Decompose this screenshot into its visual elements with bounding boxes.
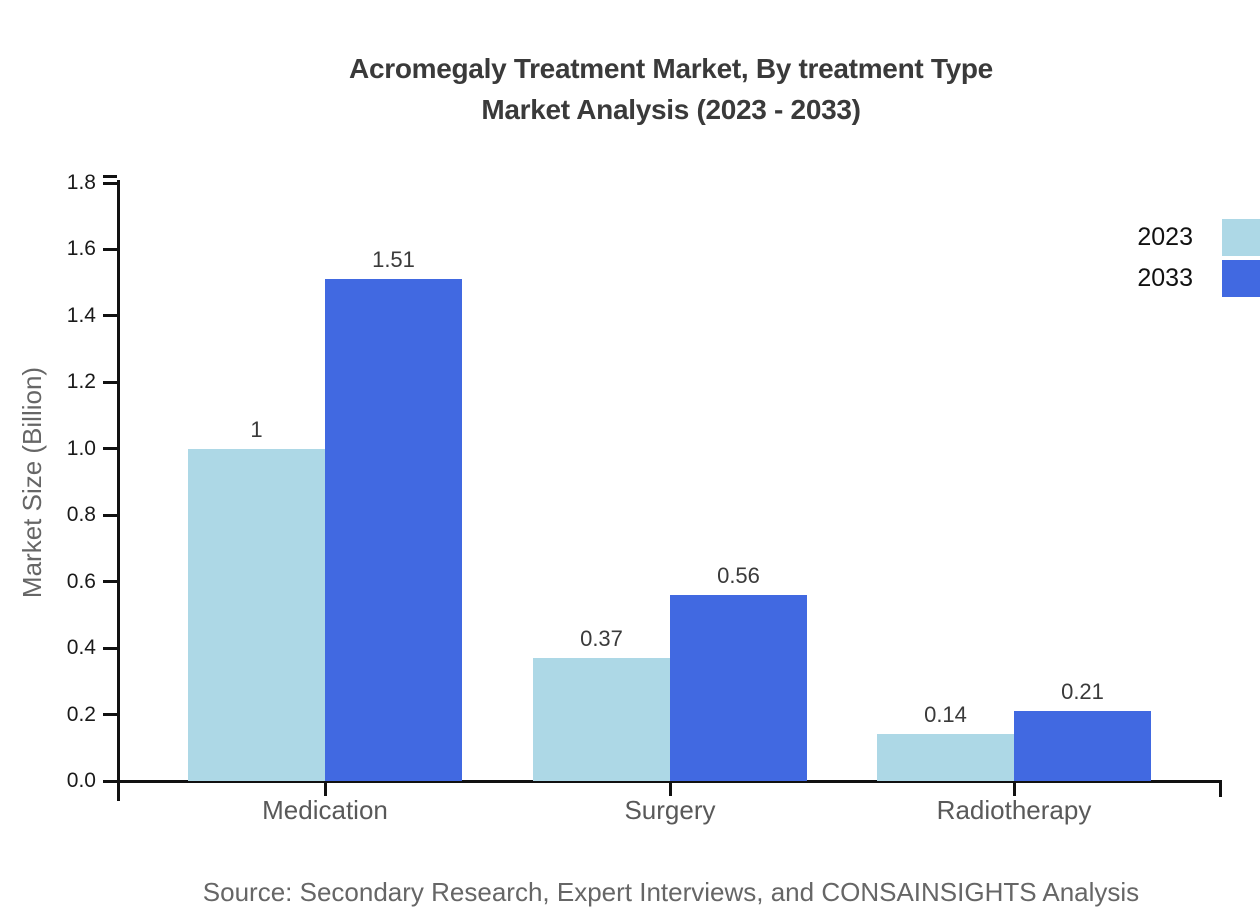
y-axis-tick-label: 1.2: [66, 370, 96, 394]
y-axis-tick: [103, 713, 117, 717]
bar-2023-radiotherapy: [877, 734, 1014, 781]
source-note: Source: Secondary Research, Expert Inter…: [202, 877, 1140, 907]
y-axis-tick-label: 0.2: [66, 702, 96, 726]
plot-area: 0.0 0.2 0.4 0.6 0.8 1.0 1.2 1.4 1.6 1.8 Medication…: [67, 171, 1222, 825]
y-axis-label: Market Size (Billion): [17, 366, 48, 598]
chart-title: Acromegaly Treatment Market, By treatmen…: [120, 48, 1222, 130]
y-axis-tick-label: 1.0: [66, 436, 96, 460]
bar-2023-medication: [188, 448, 325, 781]
y-axis-tick: [103, 181, 117, 185]
bar-2033-medication: [325, 279, 462, 781]
y-axis-tick: [103, 314, 117, 318]
x-axis-end-tick: [1219, 780, 1222, 797]
y-axis-tick: [103, 380, 117, 384]
x-axis-line: [103, 780, 1222, 783]
bar-value-label-2023-surgery: 0.37: [580, 626, 623, 652]
y-axis-tick-label: 0.6: [66, 569, 96, 593]
y-axis-tick: [103, 646, 117, 650]
legend-label-2023: 2023: [1137, 223, 1193, 251]
legend-swatch-2023-icon: [1222, 219, 1260, 256]
y-axis-tick-label: 1.8: [66, 171, 96, 194]
y-axis-tick-label: 1.4: [66, 303, 96, 327]
x-axis-tick: [1012, 780, 1016, 796]
bar-2033-surgery: [670, 594, 807, 781]
y-axis-tick-label: 1.6: [66, 237, 96, 261]
chart-title-line2: Market Analysis (2023 - 2033): [481, 94, 861, 125]
legend-item-2033: 2033: [1137, 260, 1260, 297]
bar-2023-surgery: [533, 658, 670, 781]
legend-swatch-2033-icon: [1222, 260, 1260, 297]
bar-2033-radiotherapy: [1014, 711, 1151, 781]
legend: 2023 2033: [1137, 219, 1260, 297]
x-category-label-surgery: Surgery: [624, 795, 716, 825]
bar-value-label-2023-radiotherapy: 0.14: [924, 702, 967, 728]
legend-item-2023: 2023: [1137, 219, 1260, 256]
y-axis-label-container: Market Size (Billion): [6, 183, 60, 781]
x-category-label-medication: Medication: [262, 795, 388, 825]
y-axis-tick: [103, 513, 117, 517]
y-axis-tick: [103, 580, 117, 584]
chart-title-line1: Acromegaly Treatment Market, By treatmen…: [349, 53, 993, 84]
y-axis-top-cap: [103, 175, 117, 178]
y-axis-line: [117, 180, 120, 801]
y-axis-tick-label: 0.4: [66, 636, 96, 660]
bar-value-label-2033-medication: 1.51: [372, 247, 415, 273]
bar-value-label-2033-radiotherapy: 0.21: [1061, 679, 1104, 705]
y-axis-tick-label: 0.0: [66, 769, 96, 792]
legend-label-2033: 2033: [1137, 264, 1193, 292]
x-axis-tick: [668, 780, 672, 796]
x-axis-tick: [323, 780, 327, 796]
bar-value-label-2023-medication: 1: [250, 416, 263, 442]
y-axis-tick: [103, 779, 117, 783]
bar-value-label-2033-surgery: 0.56: [717, 562, 760, 588]
x-category-label-radiotherapy: Radiotherapy: [936, 795, 1092, 825]
y-axis-tick: [103, 247, 117, 251]
y-axis-tick-label: 0.8: [66, 503, 96, 527]
y-axis-tick: [103, 447, 117, 451]
